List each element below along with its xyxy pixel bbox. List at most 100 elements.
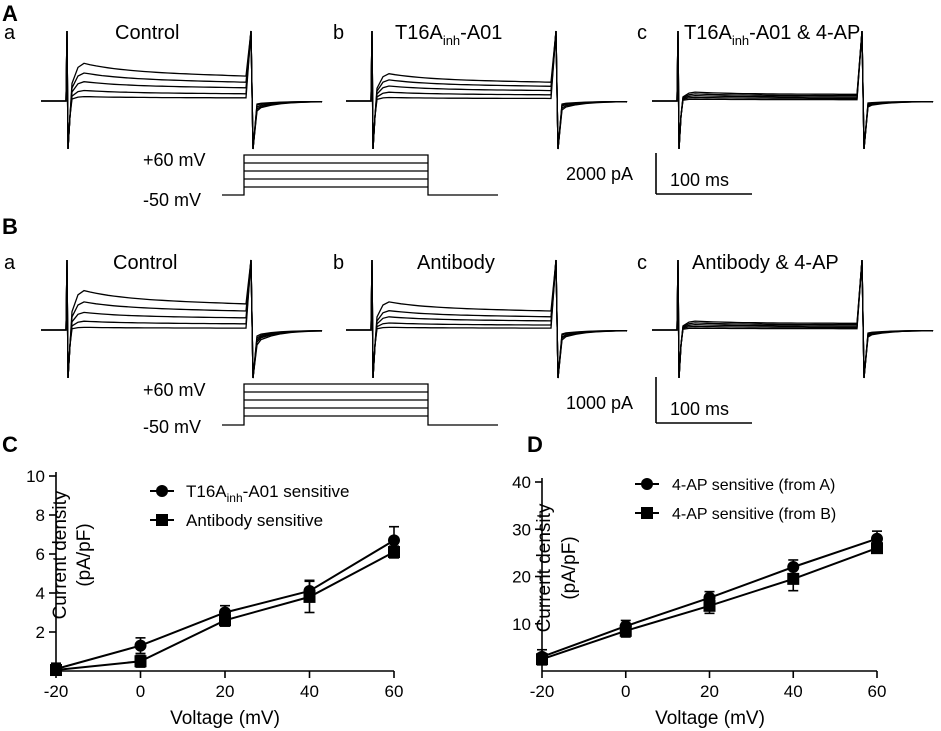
panel-a-protocol-low-label: -50 mV [143,190,201,210]
panel-c-legend-label-1: T16Ainh-A01 sensitive [186,482,349,505]
panel-a: A a Control b T16Ainh-A01 c T16Ainh-A01 … [2,1,934,210]
tracesA-p2-trace-1 [652,30,934,150]
panel-d-legend: 4-AP sensitive (from A) 4-AP sensitive (… [635,477,836,523]
panel-a-sub-a-letter: a [4,22,16,44]
chart-1-x-tick-label: 0 [621,682,630,701]
tracesB-p1-trace-3 [346,259,628,379]
panel-b-sub-b-title: Antibody [417,252,495,274]
tracesA-p0-trace-2 [41,30,323,150]
chart-0-y-tick-label: 6 [36,545,45,564]
chart-1-y-tick-label: 40 [512,473,531,492]
tracesB-p2-trace-0 [652,259,934,379]
tracesB-p0-trace-2 [41,259,323,379]
panel-b-protocol-high-label: +60 mV [143,380,206,400]
chart-0-y-tick-label: 2 [36,623,45,642]
chart-1-x-tick-label: 60 [868,682,887,701]
chart-1-y-tick-label: 20 [512,568,531,587]
panel-a-scale-current: 2000 pA [566,164,633,184]
chart-1-series-1-point [703,599,716,612]
panel-b-scale-current: 1000 pA [566,393,633,413]
panel-a-scale-time: 100 ms [670,170,729,190]
panel-d-ylabel-line1: Current density [534,503,555,632]
tracesB-p0-trace-3 [41,259,323,379]
panel-a-sub-b-title: T16Ainh-A01 [395,22,502,48]
chart-0-series-1-point [134,655,147,668]
chart-1-series-0-point [871,532,883,545]
tracesA-p0-trace-0 [41,30,323,150]
panel-a-sub-c-letter: c [637,22,647,44]
chart-0-x-tick-label: -20 [44,682,69,701]
panel-a-protocol-high-label: +60 mV [143,150,206,170]
tracesA-p2-trace-2 [652,30,934,150]
panel-b-scale-bar: 1000 pA 100 ms [566,377,752,424]
tracesB-p1-trace-4 [346,259,628,379]
chart-1-x-tick-label: -20 [530,682,555,701]
panel-b-sub-a-letter: a [4,252,16,274]
tracesA-p1-trace-2 [346,30,628,150]
tracesA-p0-trace-3 [41,30,323,150]
chart-0-series-1-point [219,614,231,627]
panel-b-sub-a-title: Control [113,252,177,274]
chart-0-series-0-point [134,639,147,652]
panel-a-current-traces [41,30,934,150]
panel-c-letter: C [2,432,18,457]
panel-a-sub-c-title: T16Ainh-A01 & 4-AP [684,22,860,48]
tracesA-p1-trace-3 [346,30,628,150]
chart-0-series-0-line [55,539,395,670]
chart-0-series-1-point [50,664,62,677]
panel-b-current-traces [41,259,934,379]
tracesA-p1-trace-0 [346,30,628,150]
tracesB-p2-trace-1 [652,259,934,379]
tracesB-p1-trace-2 [346,259,628,379]
panel-b-scale-time: 100 ms [670,399,729,419]
chart-1-series-1-point [871,542,883,555]
panel-c-legend-label-2: Antibody sensitive [186,511,323,530]
tracesB-p0-trace-1 [41,259,323,379]
tracesB-p0-trace-4 [41,259,322,379]
chart-0-series-0-point [388,534,400,547]
tracesA-p1-trace-4 [346,30,628,150]
panel-a-scale-bar: 2000 pA 100 ms [566,153,752,195]
tracesA-p0-trace-1 [41,30,323,150]
chart-1-y-tick-label: 10 [512,615,531,634]
chart-1-x-tick-label: 20 [700,682,719,701]
chart-0-series-1-point [303,590,316,603]
panel-c-legend: T16Ainh-A01 sensitive Antibody sensitive [150,482,349,530]
chart-0-x-tick-label: 0 [136,682,145,701]
panel-d-legend-label-1: 4-AP sensitive (from A) [672,477,835,494]
chart-0-x-tick-label: 60 [385,682,404,701]
chart-0-series-1-point [388,546,400,559]
panel-d-xlabel: Voltage (mV) [655,708,765,729]
chart-0-x-tick-label: 20 [216,682,235,701]
tracesB-p1-trace-0 [346,259,628,379]
panel-a-sub-a-title: Control [115,22,179,44]
tracesA-p1-trace-1 [346,30,628,150]
panel-c-chart: C Current density (pA/pF) Voltage (mV) T… [2,432,403,729]
tracesA-p2-trace-4 [652,30,934,150]
chart-1-series-1-point [619,624,632,637]
tracesA-p2-trace-3 [652,30,934,150]
chart-1-x-tick-label: 40 [784,682,803,701]
tracesB-p2-trace-4 [652,259,934,379]
panel-c-xlabel: Voltage (mV) [170,708,280,729]
panel-a-letter: A [2,1,18,26]
tracesB-p2-trace-3 [652,259,934,379]
tracesA-p2-trace-0 [652,30,934,150]
panel-a-sub-b-letter: b [333,22,344,44]
chart-1-y-tick-label: 30 [512,520,531,539]
panel-d-legend-label-2: 4-AP sensitive (from B) [672,506,836,523]
panel-b-sub-c-title: Antibody & 4-AP [692,252,839,274]
chart-0-y-tick-label: 10 [26,467,45,486]
chart-0-x-tick-label: 40 [300,682,319,701]
tracesB-p0-trace-0 [41,259,323,379]
panel-b-sub-c-letter: c [637,252,647,274]
panel-b-letter: B [2,214,18,239]
chart-1-series-1-point [787,572,800,585]
panel-d-ylabel-line2: (pA/pF) [559,536,580,599]
tracesA-p0-trace-4 [41,30,323,150]
tracesB-p2-trace-2 [652,259,934,379]
panel-d-letter: D [527,432,543,457]
chart-0-y-tick-label: 8 [36,506,45,525]
tracesB-p1-trace-1 [346,259,628,379]
